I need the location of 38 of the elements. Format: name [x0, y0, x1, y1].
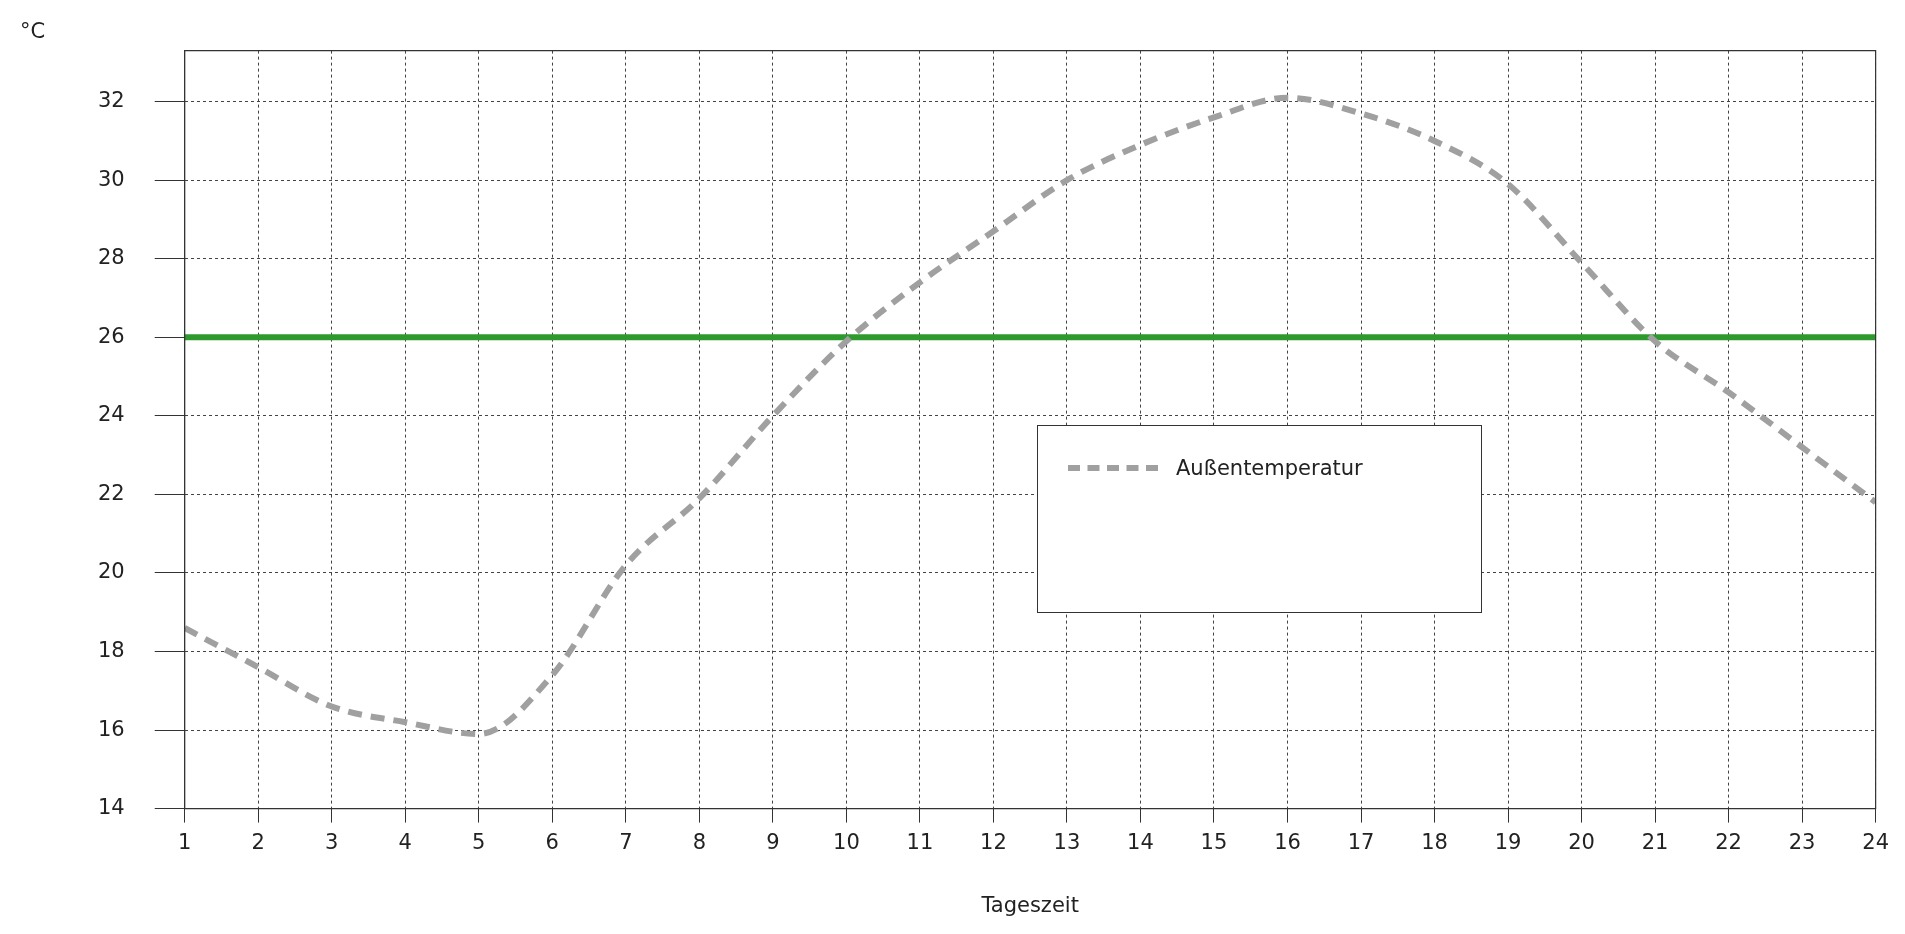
x-tick-label: 4: [398, 829, 412, 854]
y-tick-label: 26: [97, 323, 125, 348]
y-tick-label: 24: [97, 402, 125, 427]
x-tick-label: 14: [1127, 829, 1154, 854]
y-axis-title: °C: [20, 19, 46, 43]
y-tick-label: 14: [97, 795, 125, 820]
x-tick-label: 23: [1788, 829, 1816, 854]
x-tick-label: 5: [472, 829, 486, 854]
y-tick-label: 32: [97, 88, 125, 113]
x-tick-label: 10: [833, 829, 860, 854]
x-tick-label: 13: [1053, 829, 1081, 854]
x-tick-label: 20: [1568, 829, 1595, 854]
x-tick-label: 16: [1274, 829, 1301, 854]
x-tick-label: 17: [1347, 829, 1375, 854]
x-tick-label: 24: [1862, 829, 1890, 854]
x-axis-title: Tageszeit: [980, 892, 1079, 917]
x-tick-label: 7: [619, 829, 633, 854]
x-tick-label: 11: [906, 829, 934, 854]
x-tick-label: 8: [692, 829, 707, 854]
x-tick-label: 9: [766, 829, 780, 854]
y-tick-label: 16: [97, 716, 125, 741]
x-tick-label: 2: [251, 829, 265, 854]
x-tick-label: 22: [1715, 829, 1742, 854]
x-tick-label: 12: [980, 829, 1007, 854]
x-tick-label: 18: [1421, 829, 1448, 854]
y-tick-label: 22: [97, 480, 125, 505]
x-tick-label: 3: [325, 829, 339, 854]
x-tick-label: 6: [545, 829, 559, 854]
legend-label: Außentemperatur: [1176, 456, 1363, 480]
x-tick-label: 15: [1200, 829, 1228, 854]
x-tick-label: 21: [1641, 829, 1669, 854]
y-tick-label: 28: [97, 245, 125, 270]
y-tick-label: 30: [97, 166, 125, 191]
legend-box: Außentemperatur: [1037, 425, 1482, 613]
x-tick-label: 19: [1494, 829, 1522, 854]
y-tick-label: 18: [97, 637, 125, 662]
y-tick-label: 20: [97, 559, 125, 584]
x-tick-label: 1: [178, 829, 192, 854]
